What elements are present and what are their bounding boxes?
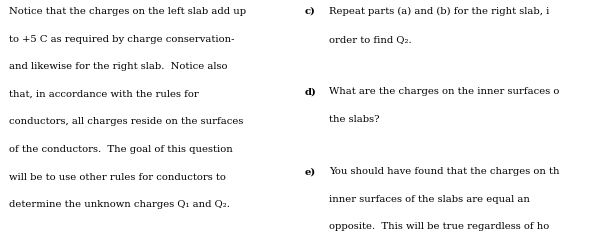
Text: e): e) — [305, 167, 316, 176]
Text: Repeat parts (a) and (b) for the right slab, i: Repeat parts (a) and (b) for the right s… — [329, 7, 549, 16]
Text: You should have found that the charges on th: You should have found that the charges o… — [329, 167, 559, 176]
Text: What are the charges on the inner surfaces o: What are the charges on the inner surfac… — [329, 87, 559, 96]
Text: order to find Q₂.: order to find Q₂. — [329, 35, 411, 44]
Text: and likewise for the right slab.  Notice also: and likewise for the right slab. Notice … — [9, 62, 227, 71]
Text: to +5 C as required by charge conservation-: to +5 C as required by charge conservati… — [9, 35, 235, 44]
Text: d): d) — [305, 87, 317, 96]
Text: opposite.  This will be true regardless of ho: opposite. This will be true regardless o… — [329, 222, 549, 231]
Text: conductors, all charges reside on the surfaces: conductors, all charges reside on the su… — [9, 117, 244, 126]
Text: that, in accordance with the rules for: that, in accordance with the rules for — [9, 90, 199, 99]
Text: Notice that the charges on the left slab add up: Notice that the charges on the left slab… — [9, 7, 246, 16]
Text: of the conductors.  The goal of this question: of the conductors. The goal of this ques… — [9, 145, 233, 154]
Text: will be to use other rules for conductors to: will be to use other rules for conductor… — [9, 173, 226, 182]
Text: inner surfaces of the slabs are equal an: inner surfaces of the slabs are equal an — [329, 195, 529, 204]
Text: c): c) — [305, 7, 315, 16]
Text: determine the unknown charges Q₁ and Q₂.: determine the unknown charges Q₁ and Q₂. — [9, 200, 230, 209]
Text: the slabs?: the slabs? — [329, 115, 379, 124]
